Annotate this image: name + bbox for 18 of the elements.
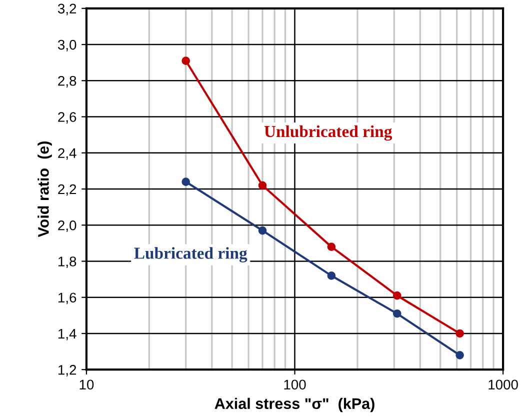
- y-tick-label: 2,4: [58, 148, 76, 160]
- series-label: Unlubricated ring: [264, 125, 392, 141]
- y-tick-label: 2,2: [58, 184, 76, 196]
- y-tick-label: 3,2: [58, 4, 76, 16]
- x-axis-title: Axial stress "σ" (kPa): [214, 398, 374, 412]
- y-tick-label: 1,8: [58, 256, 76, 268]
- x-tick-label: 100: [284, 380, 306, 390]
- x-tick-label: 10: [80, 380, 94, 390]
- x-tick-label: 1000: [488, 380, 518, 390]
- y-tick-label: 1,6: [58, 292, 76, 304]
- y-tick-label: 2,6: [58, 112, 76, 124]
- series-label: Lubricated ring: [134, 247, 248, 262]
- y-tick-label: 2,0: [58, 220, 76, 232]
- y-tick-label: 3,0: [58, 40, 76, 52]
- y-tick-label: 1,4: [58, 328, 76, 340]
- y-tick-label: 1,2: [58, 364, 76, 376]
- y-tick-label: 2,8: [58, 76, 76, 88]
- y-axis-title: Void ratio (e): [38, 142, 52, 238]
